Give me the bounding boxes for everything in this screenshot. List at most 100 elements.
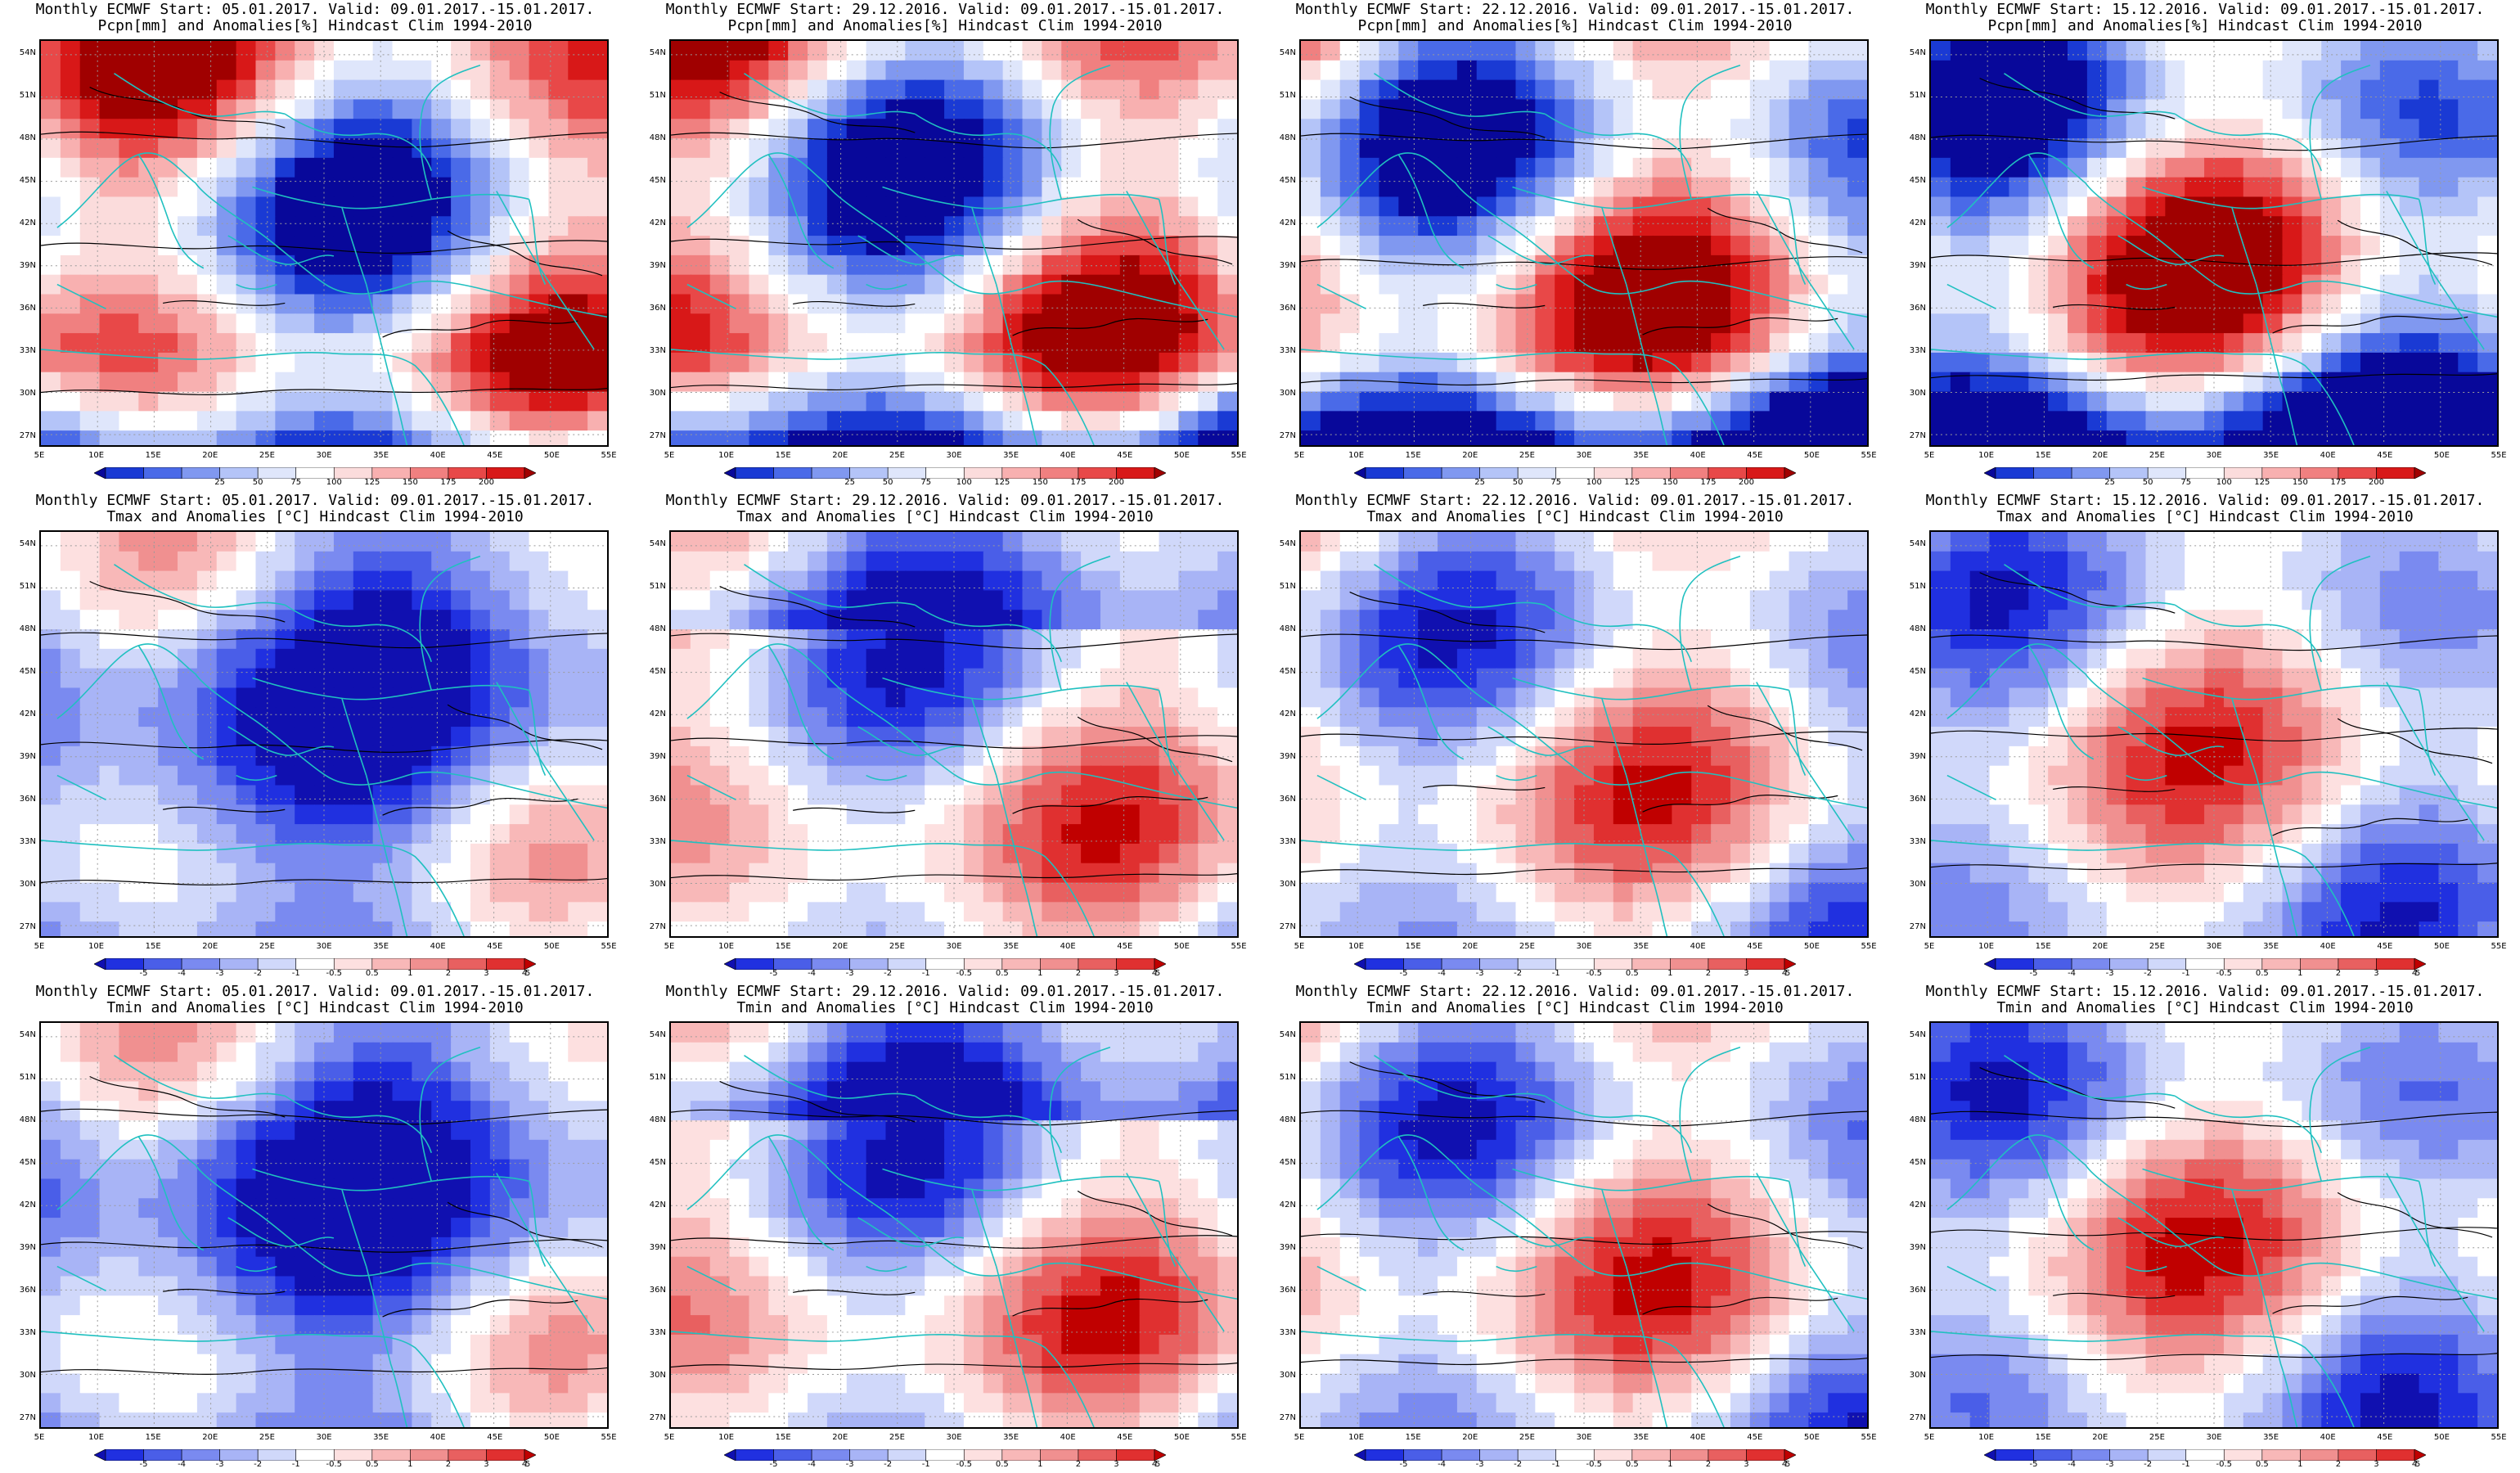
contour-line: [1423, 785, 1546, 791]
contour-line: [1301, 256, 1867, 270]
coastline: [1788, 690, 1807, 776]
lon-tick-label: 55E: [1231, 451, 1247, 460]
lon-tick-label: 50E: [1803, 1433, 1820, 1442]
lon-tick-label: 20E: [832, 942, 848, 951]
lat-tick-label: 33N: [1909, 346, 1926, 355]
lon-tick-label: 5E: [1924, 1433, 1935, 1442]
contour-line: [1301, 378, 1867, 386]
coastline: [686, 774, 736, 801]
coastline: [1316, 643, 1867, 809]
color-scale-swatch: [1154, 958, 1166, 970]
lon-tick-label: 40E: [1060, 942, 1076, 951]
color-scale-swatch: [1995, 467, 2034, 479]
color-scale-swatch: [1001, 467, 1041, 479]
lon-tick-label: 35E: [1633, 451, 1649, 460]
anomaly-field: [1931, 41, 2497, 445]
contour-line: [1077, 716, 1233, 763]
color-scale-label: 1: [407, 969, 413, 978]
coastline: [995, 284, 1038, 445]
color-scale-label: -1: [921, 1460, 930, 1469]
map-area: [39, 39, 609, 447]
coastline: [284, 604, 432, 662]
color-scale-label: 200: [1108, 478, 1124, 487]
contour-line: [671, 1363, 1237, 1371]
coastline: [882, 1168, 1159, 1191]
color-scale-label: -2: [884, 1460, 893, 1469]
coastline: [2418, 690, 2437, 776]
color-scale-swatch: [333, 958, 373, 970]
coastline: [995, 775, 1038, 936]
coastline: [1512, 186, 1789, 209]
color-scale-label: 25: [1474, 478, 1485, 487]
coastline: [857, 1217, 965, 1247]
color-scale-label: 25: [2104, 478, 2115, 487]
color-scale-label: -3: [1475, 1460, 1484, 1469]
coastline: [496, 682, 595, 841]
coastline: [2386, 191, 2485, 350]
lon-tick-label: 10E: [718, 942, 735, 951]
color-scale-label: -4: [808, 1460, 817, 1469]
lon-tick-label: 20E: [832, 451, 848, 460]
color-scale-swatch: [2261, 958, 2301, 970]
contour-line: [2272, 315, 2468, 334]
color-scale-label: 2: [445, 1460, 452, 1469]
lon-tick-label: 20E: [2092, 451, 2108, 460]
coastline: [41, 840, 465, 936]
lon-tick-label: 50E: [1803, 942, 1820, 951]
color-scale-swatch: [2071, 467, 2110, 479]
color-scale-label: 2: [1705, 1460, 1712, 1469]
lon-tick-label: 5E: [1294, 451, 1305, 460]
lat-tick-label: 33N: [19, 837, 36, 846]
lon-tick-label: 45E: [1747, 942, 1763, 951]
color-scale-swatch: [2338, 958, 2377, 970]
map-area: [669, 530, 1239, 938]
coastline: [114, 564, 286, 608]
contour-line: [41, 1367, 607, 1375]
lat-tick-label: 30N: [649, 1371, 666, 1380]
color-scale-label: 4: [2411, 969, 2418, 978]
color-scale-label: 5: [1154, 1460, 1161, 1469]
lat-tick-label: 27N: [1909, 922, 1926, 931]
map-area: [1929, 39, 2499, 447]
color-scale-labels: -5 -4 -3 -2 -1 -0.5 0.5 1 2 3 4 5: [1984, 1460, 2426, 1471]
color-scale-label: 3: [484, 969, 489, 978]
color-scale-label: 3: [484, 1460, 489, 1469]
lon-tick-label: 30E: [946, 451, 962, 460]
color-scale-swatch: [219, 467, 259, 479]
lat-tick-label: 45N: [649, 1158, 666, 1167]
lon-tick-label: 50E: [1173, 1433, 1190, 1442]
color-scale-label: 1: [1667, 969, 1673, 978]
color-scale-swatch: [219, 958, 259, 970]
color-scale-swatch: [181, 467, 220, 479]
coastline: [686, 283, 736, 310]
color-scale-swatch: [1631, 1449, 1671, 1461]
coastline: [1946, 283, 1996, 310]
color-scale-swatch: [181, 1449, 220, 1461]
coastline: [1788, 199, 1807, 285]
color-scale-swatch: [1365, 1449, 1404, 1461]
color-scale-swatch: [2300, 958, 2339, 970]
lon-tick-label: 45E: [487, 451, 503, 460]
color-scale-label: -3: [845, 969, 854, 978]
color-scale-label: 100: [2216, 478, 2232, 487]
lon-tick-label: 25E: [259, 942, 275, 951]
panel-title-run: Monthly ECMWF Start: 22.12.2016. Valid: …: [1295, 1, 1855, 18]
lon-tick-label: 5E: [664, 942, 675, 951]
map-panel: Monthly ECMWF Start: 22.12.2016. Valid: …: [1260, 982, 1890, 1473]
coastline: [236, 1265, 277, 1273]
lon-tick-label: 45E: [1117, 1433, 1133, 1442]
lat-tick-label: 36N: [1909, 1286, 1926, 1295]
contour-line: [447, 704, 603, 750]
color-scale-swatch: [811, 958, 850, 970]
color-scale-swatch: [1403, 958, 1442, 970]
color-scale-swatch: [1995, 958, 2034, 970]
map-area: [39, 530, 609, 938]
color-scale-label: 200: [478, 478, 494, 487]
color-scale-swatch: [849, 467, 889, 479]
panel-title-run: Monthly ECMWF Start: 29.12.2016. Valid: …: [665, 1, 1225, 18]
coastline: [2117, 235, 2225, 265]
coastline: [528, 199, 547, 285]
coastline: [41, 349, 465, 445]
color-scale-label: -0.5: [326, 969, 343, 978]
color-scale-swatch: [2261, 467, 2301, 479]
